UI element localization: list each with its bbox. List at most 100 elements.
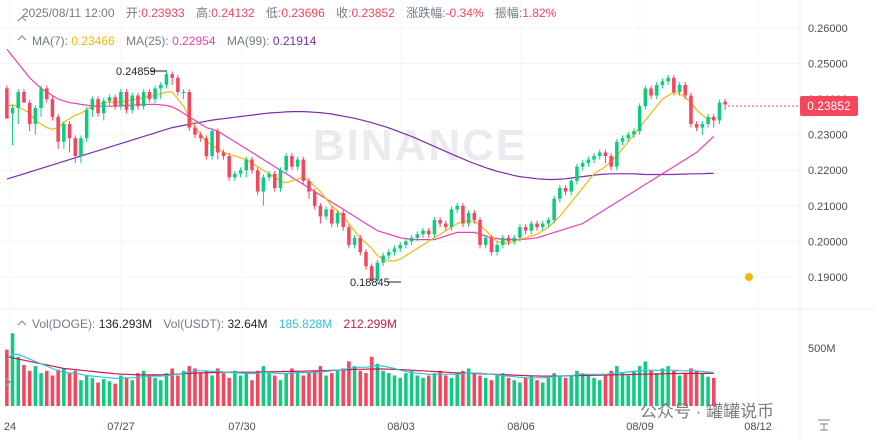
candle-up [159, 84, 163, 89]
candle-up [558, 188, 562, 199]
candle-down [444, 223, 448, 228]
volume-bar [312, 370, 317, 406]
candle-up [79, 138, 83, 156]
candle-up [654, 84, 659, 96]
price-tick-label: 0.19000 [808, 272, 848, 284]
volume-bar [267, 373, 271, 406]
volume-bar [546, 377, 551, 406]
candle-down [461, 205, 465, 224]
volume-bar [107, 381, 112, 406]
candle-down [44, 88, 49, 100]
candle-up [421, 230, 425, 235]
volume-bar [90, 377, 95, 406]
volume-bar [159, 380, 163, 406]
candle-down [124, 92, 129, 110]
volume-bar [56, 369, 60, 406]
price-tick-label: 0.22000 [808, 165, 848, 177]
volume-bar [84, 375, 89, 406]
ma25-value: 0.22954 [172, 34, 216, 48]
volume-bar [689, 368, 693, 406]
volume-bar [73, 370, 78, 406]
volume-bar [5, 349, 9, 406]
volume-bar [626, 375, 631, 406]
volume-bar [324, 375, 328, 406]
candle-down [147, 92, 152, 100]
volume-bar [415, 375, 420, 406]
volume-bar [335, 370, 340, 406]
candle-up [432, 220, 437, 235]
candle-up [626, 134, 631, 139]
volume-bar [198, 373, 203, 406]
volume-bar [50, 375, 55, 406]
volume-bar [221, 373, 226, 406]
volume-ma-b-line [6, 356, 714, 377]
candle-up [449, 209, 454, 228]
ma99-line [6, 110, 714, 181]
volume-bar [347, 361, 351, 406]
volume-bar [700, 373, 705, 406]
candle-up [381, 255, 385, 263]
candle-up [130, 95, 135, 110]
candle-down [216, 131, 220, 153]
volume-bar [193, 368, 197, 406]
volume-bar [632, 370, 636, 406]
volume-bar [119, 375, 123, 406]
alert-dot-icon[interactable] [745, 273, 753, 281]
volume-bar [409, 370, 414, 406]
candle-up [717, 102, 722, 121]
volume-bar [711, 377, 716, 406]
candle-up [84, 109, 89, 139]
volume-bar [404, 373, 408, 406]
candle-down [96, 99, 100, 114]
candle-up [164, 74, 169, 85]
collapse-chevron-icon[interactable] [17, 16, 27, 22]
candle-up [238, 170, 243, 174]
volume-bar [523, 377, 528, 406]
vol-arrow-icon[interactable] [5, 377, 11, 387]
candle-up [375, 262, 380, 281]
candle-down [204, 138, 209, 156]
volume-bar [233, 370, 237, 406]
settings-icon[interactable] [818, 419, 830, 431]
candle-down [290, 156, 294, 167]
volume-ma-a-line [6, 353, 714, 379]
candle-up [392, 248, 397, 252]
candle-down [227, 156, 231, 178]
volume-bar [461, 370, 465, 406]
candle-down [672, 77, 676, 92]
candle-down [535, 223, 539, 228]
volume-bar [387, 373, 391, 406]
volume-bar [273, 375, 277, 406]
candle-up [706, 116, 710, 124]
volume-ma-lines [6, 353, 714, 379]
volume-bar [540, 382, 545, 406]
volume-bar [124, 377, 129, 406]
volume-bar [694, 370, 699, 406]
candle-down [683, 84, 688, 96]
candle-down [711, 116, 716, 121]
candles [5, 71, 727, 283]
volume-bar [330, 373, 334, 406]
candle-up [244, 159, 249, 171]
candle-up [153, 88, 157, 100]
volume-bar [364, 373, 368, 406]
volume-bar [535, 380, 539, 406]
volume-bar [637, 366, 642, 406]
volume-bar [483, 377, 488, 406]
vol-ma-a-value: 185.828M [278, 317, 333, 331]
volume-bar [250, 380, 254, 406]
candle-up [569, 180, 573, 192]
amplitude-value: 1.82% [522, 6, 557, 20]
time-axis: 24 07/27 07/30 08/03 08/06 08/09 08/12 [4, 421, 772, 433]
vol-doge-value: 136.293M [98, 317, 153, 331]
candle-up [615, 141, 619, 167]
candle-up [119, 92, 123, 107]
time-tick-label: 08/09 [626, 421, 654, 433]
ma99-value: 0.21914 [272, 34, 317, 48]
change-value: -0.34% [445, 6, 484, 20]
vol-expand-icon[interactable] [17, 320, 27, 326]
volume-bar [352, 366, 357, 406]
expand-chevron-icon[interactable] [17, 35, 27, 41]
candle-up [352, 237, 357, 245]
